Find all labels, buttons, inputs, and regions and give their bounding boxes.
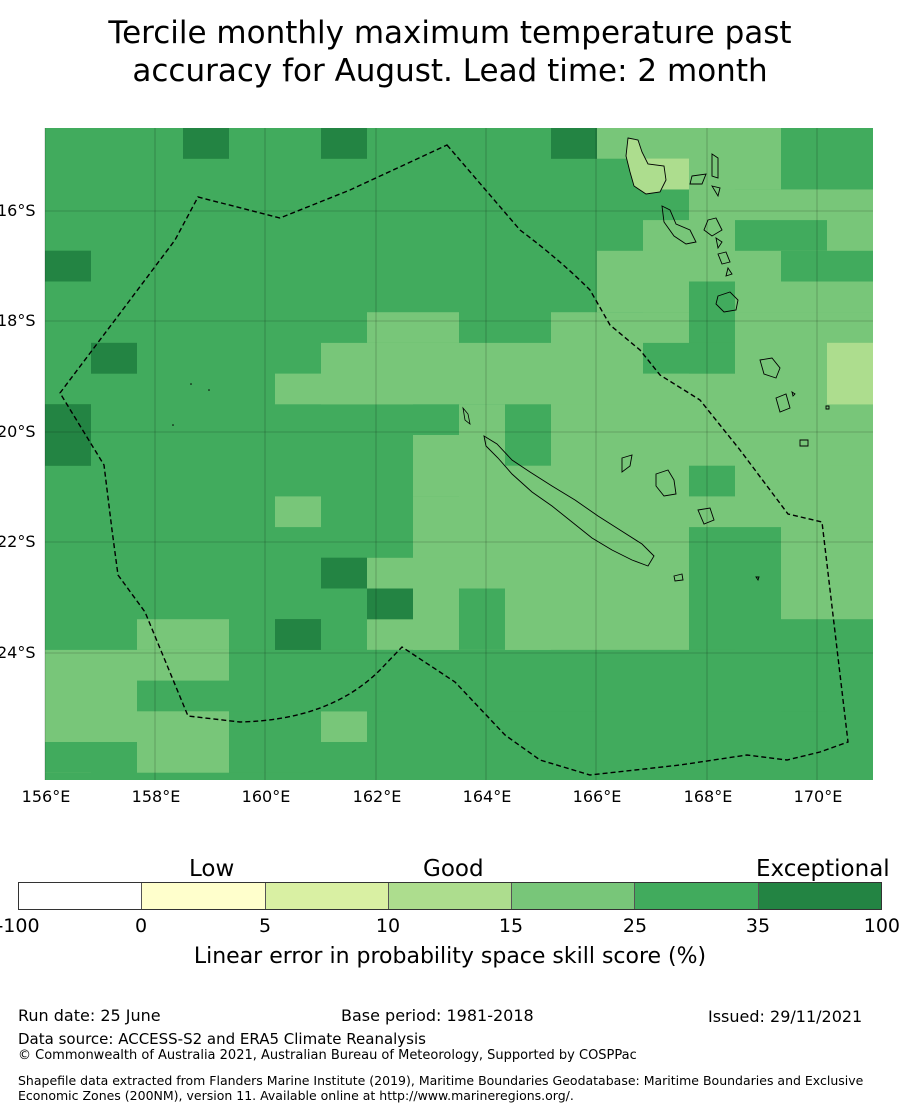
lat-label-24s: 24°S xyxy=(0,643,36,662)
skill-cell xyxy=(137,619,229,650)
colorbar-segment xyxy=(757,883,881,909)
skill-cell xyxy=(367,588,413,620)
run-date: Run date: 25 June xyxy=(18,1006,161,1025)
isle-small xyxy=(462,406,471,425)
copyright: © Commonwealth of Australia 2021, Austra… xyxy=(18,1048,637,1063)
colorbar-segment xyxy=(141,883,265,909)
skill-cell xyxy=(551,128,597,159)
skill-cell xyxy=(275,373,413,405)
skill-cell xyxy=(137,742,229,773)
map-area: 16°S 18°S 20°S 22°S 24°S 156°E 158°E 160… xyxy=(0,128,873,806)
skill-cell xyxy=(827,342,873,405)
colorbar-tick-100: 100 xyxy=(863,915,900,937)
lat-label-20s: 20°S xyxy=(0,422,36,441)
colorbar-tick-5: 5 xyxy=(258,915,272,937)
skill-cell xyxy=(781,250,873,282)
skill-cell xyxy=(505,404,551,466)
colorbar-segment xyxy=(19,883,142,909)
lon-label-168e: 168°E xyxy=(683,787,733,806)
vanuatu-islands xyxy=(661,153,739,313)
lat-label-18s: 18°S xyxy=(0,311,36,330)
colorbar-segment xyxy=(387,883,512,909)
title-line-2: accuracy for August. Lead time: 2 month xyxy=(132,53,768,89)
atoll-3 xyxy=(172,424,174,426)
atoll-1 xyxy=(190,383,192,385)
lon-label-166e: 166°E xyxy=(572,787,622,806)
skill-cell xyxy=(321,711,367,742)
skill-cell xyxy=(827,435,873,466)
colorbar-tick-25: 25 xyxy=(622,915,648,937)
skill-cell xyxy=(321,128,367,159)
lat-label-16s: 16°S xyxy=(0,201,36,220)
skill-cell xyxy=(45,404,91,466)
espiritu-santo-island xyxy=(625,137,667,195)
skill-cell xyxy=(45,742,91,773)
skill-cell xyxy=(229,742,321,773)
skill-cell xyxy=(781,711,827,742)
colorbar-segment xyxy=(511,883,635,909)
shapefile-credit: Shapefile data extracted from Flanders M… xyxy=(18,1073,864,1103)
skill-cell xyxy=(45,250,91,282)
eez-boundary xyxy=(59,144,849,776)
skill-cell xyxy=(643,342,735,374)
colorbar-tick-m100: -100 xyxy=(0,915,40,937)
loyalty-islands xyxy=(621,454,715,582)
lon-label-158e: 158°E xyxy=(131,787,181,806)
skill-cell xyxy=(275,496,321,528)
skill-cell xyxy=(137,680,229,712)
colorbar-segment xyxy=(264,883,388,909)
colorbar-word-good: Good xyxy=(423,856,484,882)
colorbar-tick-0: 0 xyxy=(134,915,148,937)
skill-cell xyxy=(91,342,137,374)
skill-cell xyxy=(781,128,873,190)
skill-cell xyxy=(643,649,735,712)
colorbar-tick-35: 35 xyxy=(745,915,771,937)
lon-label-156e: 156°E xyxy=(21,787,71,806)
lat-label-22s: 22°S xyxy=(0,532,36,551)
lon-label-170e: 170°E xyxy=(793,787,843,806)
skill-cell xyxy=(781,619,873,712)
colorbar-segment xyxy=(634,883,758,909)
skill-cell xyxy=(551,649,643,712)
skill-cell xyxy=(229,649,413,712)
lon-label-162e: 162°E xyxy=(352,787,402,806)
skill-cells xyxy=(45,128,873,773)
base-period: Base period: 1981-2018 xyxy=(341,1006,534,1025)
skill-cell xyxy=(367,312,459,343)
colorbar-tick-10: 10 xyxy=(375,915,401,937)
eastern-islands xyxy=(755,357,830,582)
skill-cell xyxy=(183,128,229,159)
skill-cell xyxy=(689,465,735,497)
lon-label-160e: 160°E xyxy=(241,787,291,806)
skill-cell xyxy=(735,220,827,251)
colorbar-word-exceptional: Exceptional xyxy=(756,856,890,882)
skill-cell xyxy=(459,588,505,650)
skill-cell xyxy=(275,619,321,650)
colorbar xyxy=(18,882,882,910)
map-gridlines xyxy=(44,128,873,780)
skill-map xyxy=(44,128,873,780)
title-line-1: Tercile monthly maximum temperature past xyxy=(108,15,792,51)
map-title: Tercile monthly maximum temperature past… xyxy=(0,14,900,90)
colorbar-label: Linear error in probability space skill … xyxy=(193,944,707,969)
data-source: Data source: ACCESS-S2 and ERA5 Climate … xyxy=(18,1030,426,1048)
lon-label-164e: 164°E xyxy=(462,787,512,806)
colorbar-word-low: Low xyxy=(189,856,235,882)
atoll-2 xyxy=(208,389,210,391)
skill-cell xyxy=(505,711,597,742)
skill-cell xyxy=(321,557,367,589)
new-caledonia-island xyxy=(483,435,655,567)
issued-date: Issued: 29/11/2021 xyxy=(708,1007,863,1026)
colorbar-tick-15: 15 xyxy=(498,915,524,937)
